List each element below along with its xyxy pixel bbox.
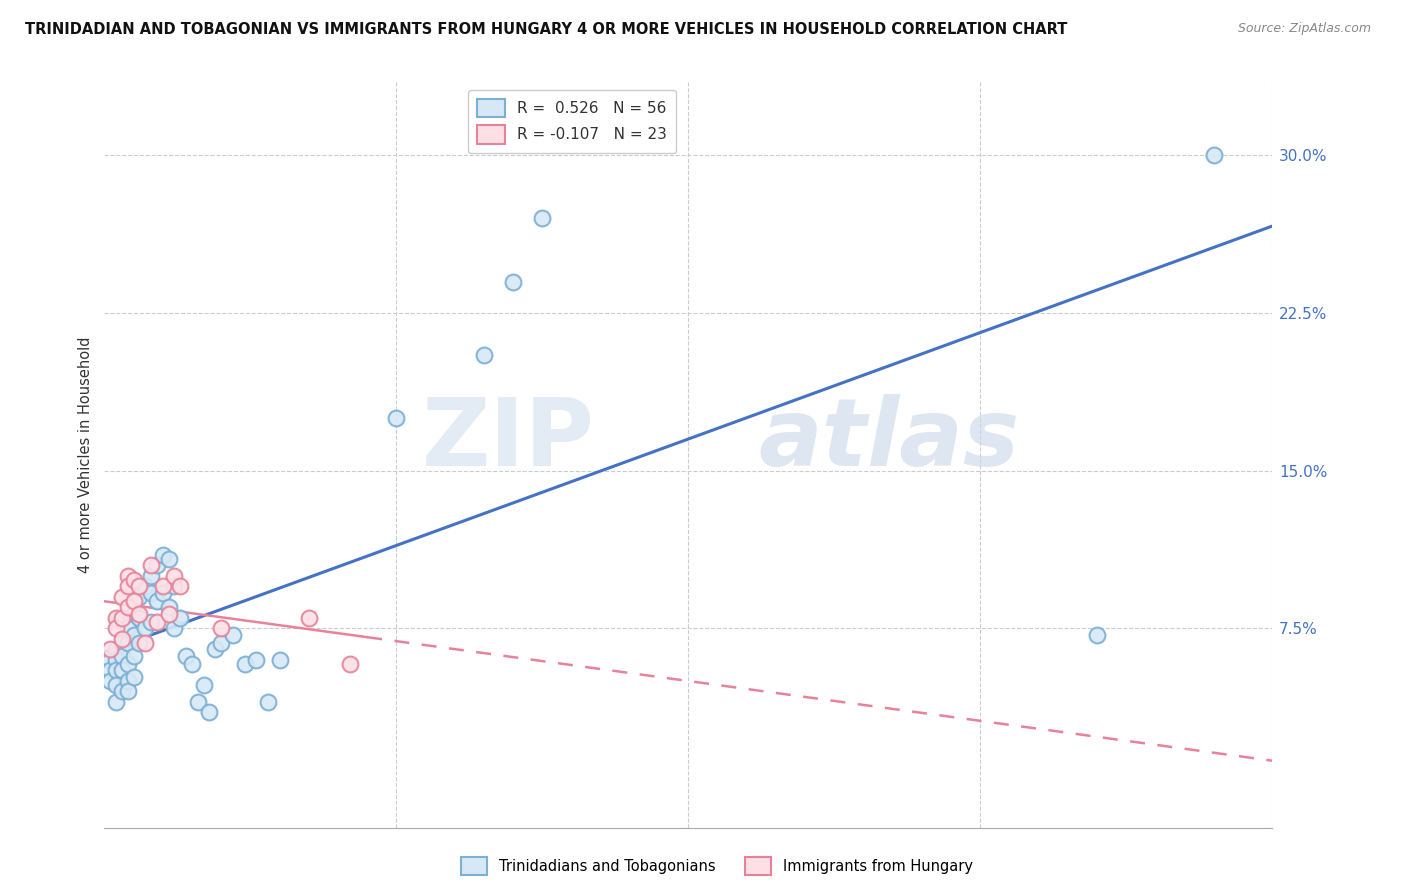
Point	[146, 558, 169, 573]
Point	[339, 657, 361, 671]
Point	[98, 642, 121, 657]
Point	[152, 579, 174, 593]
Point	[222, 627, 245, 641]
Point	[117, 657, 139, 671]
Legend: R =  0.526   N = 56, R = -0.107   N = 23: R = 0.526 N = 56, R = -0.107 N = 23	[468, 89, 676, 153]
Point	[531, 211, 554, 226]
Point	[105, 611, 128, 625]
Point	[169, 611, 191, 625]
Point	[209, 621, 232, 635]
Point	[117, 621, 139, 635]
Point	[105, 695, 128, 709]
Text: atlas: atlas	[758, 394, 1019, 486]
Point	[98, 653, 121, 667]
Point	[269, 653, 291, 667]
Point	[98, 673, 121, 688]
Point	[111, 684, 134, 698]
Point	[117, 673, 139, 688]
Point	[111, 611, 134, 625]
Point	[117, 568, 139, 582]
Point	[1202, 148, 1225, 162]
Point	[163, 568, 186, 582]
Point	[169, 579, 191, 593]
Point	[128, 607, 150, 621]
Point	[122, 670, 145, 684]
Point	[146, 615, 169, 629]
Point	[111, 636, 134, 650]
Point	[298, 611, 321, 625]
Point	[157, 552, 180, 566]
Point	[105, 663, 128, 677]
Point	[105, 653, 128, 667]
Point	[122, 648, 145, 663]
Point	[139, 585, 162, 599]
Point	[117, 600, 139, 615]
Point	[233, 657, 256, 671]
Point	[181, 657, 204, 671]
Point	[257, 695, 280, 709]
Point	[128, 611, 150, 625]
Point	[163, 579, 186, 593]
Point	[187, 695, 209, 709]
Point	[105, 678, 128, 692]
Point	[122, 607, 145, 621]
Text: ZIP: ZIP	[422, 394, 595, 486]
Point	[134, 579, 156, 593]
Point	[472, 348, 495, 362]
Point	[98, 663, 121, 677]
Point	[204, 642, 226, 657]
Y-axis label: 4 or more Vehicles in Household: 4 or more Vehicles in Household	[79, 336, 93, 574]
Point	[117, 579, 139, 593]
Point	[245, 653, 267, 667]
Point	[139, 568, 162, 582]
Point	[117, 684, 139, 698]
Point	[139, 615, 162, 629]
Point	[134, 621, 156, 635]
Point	[128, 590, 150, 604]
Point	[105, 642, 128, 657]
Point	[385, 411, 408, 425]
Point	[157, 600, 180, 615]
Point	[128, 579, 150, 593]
Text: TRINIDADIAN AND TOBAGONIAN VS IMMIGRANTS FROM HUNGARY 4 OR MORE VEHICLES IN HOUS: TRINIDADIAN AND TOBAGONIAN VS IMMIGRANTS…	[25, 22, 1067, 37]
Point	[111, 663, 134, 677]
Point	[152, 585, 174, 599]
Point	[209, 636, 232, 650]
Point	[193, 678, 215, 692]
Point	[174, 648, 197, 663]
Point	[128, 636, 150, 650]
Point	[152, 548, 174, 562]
Point	[105, 621, 128, 635]
Point	[163, 621, 186, 635]
Point	[139, 558, 162, 573]
Text: Source: ZipAtlas.com: Source: ZipAtlas.com	[1237, 22, 1371, 36]
Point	[146, 594, 169, 608]
Point	[117, 636, 139, 650]
Point	[502, 275, 524, 289]
Point	[122, 594, 145, 608]
Point	[111, 590, 134, 604]
Point	[111, 648, 134, 663]
Point	[157, 607, 180, 621]
Point	[122, 573, 145, 587]
Point	[198, 706, 221, 720]
Point	[134, 636, 156, 650]
Point	[111, 632, 134, 646]
Point	[1085, 627, 1108, 641]
Point	[122, 627, 145, 641]
Legend: Trinidadians and Tobagonians, Immigrants from Hungary: Trinidadians and Tobagonians, Immigrants…	[456, 851, 979, 881]
